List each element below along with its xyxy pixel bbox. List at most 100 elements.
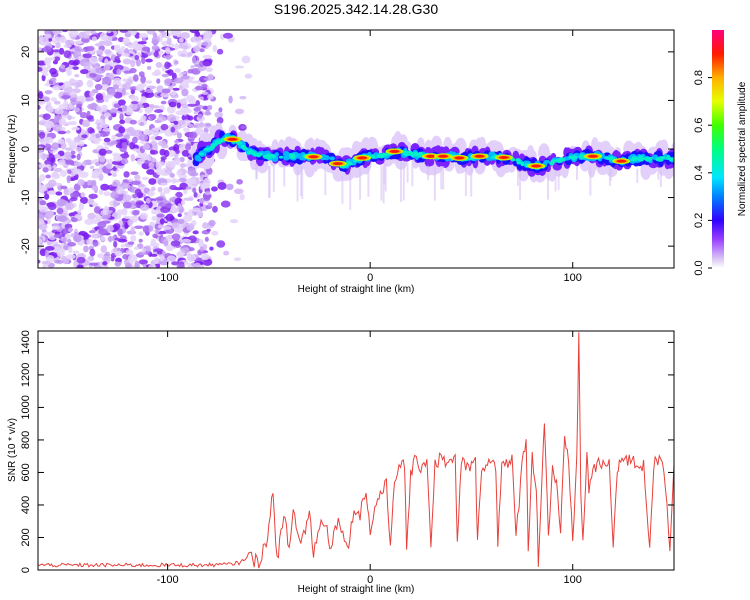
noise-speck xyxy=(150,209,160,215)
signal-ridge-layer-4 xyxy=(265,155,272,160)
noise-speck xyxy=(94,83,103,91)
noise-speck xyxy=(60,185,68,190)
colorbar-label: Normalized spectral amplitude xyxy=(737,81,748,216)
hot-spot-core-6 xyxy=(438,154,449,158)
noise-speck xyxy=(159,254,164,262)
noise-speck xyxy=(159,218,165,225)
noise-speck xyxy=(77,141,85,147)
noise-speck xyxy=(196,210,204,218)
snr-xtick-label-2: 100 xyxy=(564,574,582,586)
noise-speck xyxy=(89,248,96,257)
noise-speck xyxy=(86,79,94,88)
noise-speck xyxy=(46,64,52,70)
noise-speck xyxy=(138,183,145,188)
noise-speck xyxy=(154,197,164,201)
noise-speck xyxy=(187,262,192,268)
signal-ridge-layer-4 xyxy=(203,147,210,151)
noise-speck xyxy=(152,233,158,239)
noise-speck xyxy=(209,246,214,251)
noise-speck xyxy=(204,122,212,127)
noise-speck xyxy=(123,190,128,195)
noise-speck xyxy=(153,51,159,58)
noise-speck xyxy=(100,245,108,254)
noise-speck xyxy=(39,200,47,206)
noise-speck xyxy=(180,71,187,75)
noise-speck xyxy=(39,248,47,257)
noise-speck xyxy=(161,88,171,94)
noise-speck xyxy=(160,172,170,176)
noise-speck xyxy=(42,113,51,120)
noise-speck xyxy=(100,183,110,191)
noise-speck xyxy=(50,157,56,164)
noise-speck xyxy=(63,50,72,59)
noise-speck xyxy=(88,230,96,234)
snr-ytick-label-6: 1200 xyxy=(20,363,32,387)
noise-speck xyxy=(156,213,165,218)
noise-speck xyxy=(127,241,135,245)
noise-speck xyxy=(127,218,133,227)
noise-speck xyxy=(175,191,183,198)
noise-speck xyxy=(76,264,84,268)
noise-speck xyxy=(234,108,245,115)
noise-speck xyxy=(186,223,195,231)
noise-speck xyxy=(87,212,97,220)
noise-speck xyxy=(120,244,126,248)
noise-speck xyxy=(134,55,140,61)
signal-ridge-layer-4 xyxy=(579,155,583,159)
signal-ridge-layer-3 xyxy=(675,156,680,161)
snr-ytick-label-5: 1000 xyxy=(20,395,32,419)
noise-speck xyxy=(84,46,95,52)
signal-ridge-layer-4 xyxy=(403,151,410,154)
noise-speck xyxy=(163,187,171,194)
signal-streak xyxy=(659,168,662,188)
noise-speck xyxy=(94,161,101,167)
noise-speck xyxy=(181,83,188,87)
signal-streak xyxy=(636,168,639,183)
noise-speck xyxy=(121,53,131,57)
noise-speck xyxy=(133,74,139,82)
noise-speck xyxy=(181,45,189,50)
noise-speck xyxy=(121,207,128,216)
noise-speck xyxy=(183,110,188,116)
noise-speck xyxy=(170,179,181,183)
noise-speck xyxy=(44,245,55,251)
noise-speck xyxy=(171,222,179,228)
noise-speck xyxy=(139,121,145,126)
noise-speck xyxy=(54,153,61,159)
noise-speck xyxy=(112,173,117,177)
noise-speck xyxy=(207,73,214,81)
signal-ridge-layer-4 xyxy=(490,156,495,159)
signal-streak xyxy=(433,166,436,201)
noise-speck xyxy=(123,70,133,74)
noise-speck xyxy=(155,62,163,68)
noise-speck xyxy=(180,247,190,253)
noise-speck xyxy=(188,131,198,139)
noise-speck xyxy=(198,238,204,246)
noise-speck xyxy=(72,168,82,175)
noise-speck xyxy=(186,254,197,262)
noise-speck xyxy=(103,64,111,71)
noise-speck xyxy=(78,202,85,211)
noise-speck xyxy=(216,48,224,55)
signal-ridge-layer-4 xyxy=(220,138,225,142)
noise-speck xyxy=(38,218,45,225)
noise-speck xyxy=(195,178,200,185)
noise-speck xyxy=(173,77,184,84)
noise-speck xyxy=(74,107,80,113)
noise-speck xyxy=(202,222,209,229)
noise-speck xyxy=(74,46,80,52)
noise-speck xyxy=(42,72,49,76)
spectrogram-heatmap xyxy=(38,30,680,268)
noise-speck xyxy=(154,109,164,113)
noise-speck xyxy=(201,91,209,96)
noise-speck xyxy=(121,141,128,149)
noise-speck xyxy=(164,61,171,70)
noise-speck xyxy=(176,102,181,109)
noise-speck xyxy=(101,104,108,113)
noise-speck xyxy=(193,191,198,198)
noise-speck xyxy=(64,223,73,229)
noise-speck xyxy=(55,191,63,196)
noise-speck xyxy=(115,164,121,169)
noise-speck xyxy=(150,253,158,257)
